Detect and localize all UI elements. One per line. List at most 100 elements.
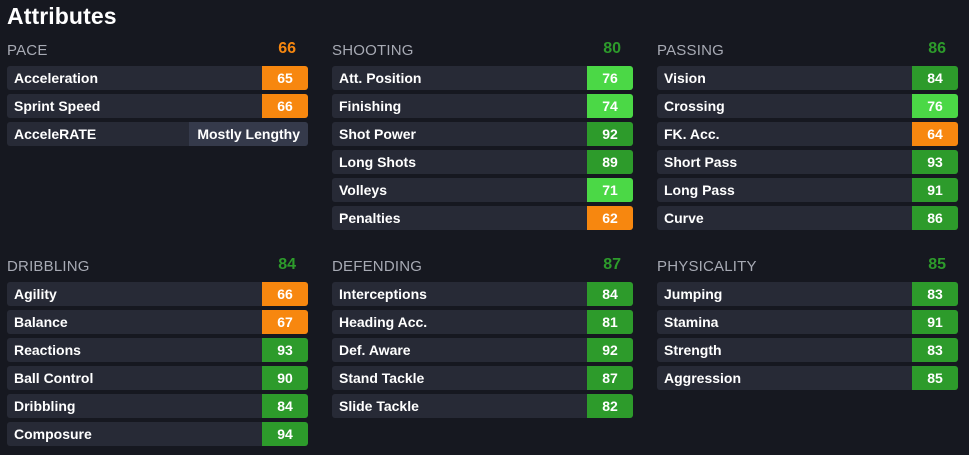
stat-row: Long Pass 91	[657, 178, 958, 202]
stat-value: 71	[587, 178, 633, 202]
stat-row: Reactions 93	[7, 338, 308, 362]
stat-row: Strength 83	[657, 338, 958, 362]
stat-value: 90	[262, 366, 308, 390]
stat-value: 87	[587, 366, 633, 390]
stat-label: Strength	[664, 342, 722, 358]
stat-label: Volleys	[339, 182, 387, 198]
stat-row: Volleys 71	[332, 178, 633, 202]
stat-value: 81	[587, 310, 633, 334]
stat-list: Agility 66 Balance 67 Reactions 93 Ball Contro…	[7, 282, 308, 446]
stat-row: Crossing 76	[657, 94, 958, 118]
stat-value: 91	[912, 178, 958, 202]
section-value: 66	[278, 40, 296, 57]
stat-value: 93	[912, 150, 958, 174]
stat-value: 89	[587, 150, 633, 174]
stat-label: Def. Aware	[339, 342, 411, 358]
stat-row: Aggression 85	[657, 366, 958, 390]
stat-label: Balance	[14, 314, 68, 330]
stat-value: 65	[262, 66, 308, 90]
section-header: SHOOTING 80	[332, 40, 633, 62]
stat-row: Dribbling 84	[7, 394, 308, 418]
stat-list: Vision 84 Crossing 76 FK. Acc. 64 Short Pass 93…	[657, 66, 958, 230]
stat-row: Stamina 91	[657, 310, 958, 334]
stat-label: Reactions	[14, 342, 81, 358]
stat-label: Shot Power	[339, 126, 417, 142]
stat-value: 64	[912, 122, 958, 146]
stat-value: 92	[587, 338, 633, 362]
section-value: 84	[278, 256, 296, 273]
section-value: 87	[603, 256, 621, 273]
section-header: PHYSICALITY 85	[657, 256, 958, 278]
section-name: SHOOTING	[332, 42, 414, 59]
stat-label: Sprint Speed	[14, 98, 101, 114]
stat-label: Dribbling	[14, 398, 76, 414]
stat-value: 84	[262, 394, 308, 418]
section-value: 85	[928, 256, 946, 273]
stat-value: 86	[912, 206, 958, 230]
section-name: PASSING	[657, 42, 724, 59]
stat-list: Jumping 83 Stamina 91 Strength 83 Aggression 85	[657, 282, 958, 390]
stat-value: 66	[262, 282, 308, 306]
stat-row: Curve 86	[657, 206, 958, 230]
stat-row: Att. Position 76	[332, 66, 633, 90]
section-header: PASSING 86	[657, 40, 958, 62]
stat-value: 84	[587, 282, 633, 306]
stat-value: 74	[587, 94, 633, 118]
stat-row: FK. Acc. 64	[657, 122, 958, 146]
stat-row: Balance 67	[7, 310, 308, 334]
stat-value: 66	[262, 94, 308, 118]
stat-label: AcceleRATE	[14, 126, 97, 142]
section-physicality: PHYSICALITY 85 Jumping 83 Stamina 91 Strengt…	[657, 256, 958, 394]
stat-row: Jumping 83	[657, 282, 958, 306]
stat-label: Composure	[14, 426, 92, 442]
stat-value: 85	[912, 366, 958, 390]
stat-value: 91	[912, 310, 958, 334]
section-name: PHYSICALITY	[657, 258, 757, 275]
page-title: Attributes	[7, 3, 117, 29]
stat-label: Long Shots	[339, 154, 416, 170]
stat-row: Agility 66	[7, 282, 308, 306]
stat-list: Acceleration 65 Sprint Speed 66 AcceleRATE Mo…	[7, 66, 308, 146]
stat-label: Att. Position	[339, 70, 422, 86]
stat-value: 93	[262, 338, 308, 362]
section-shooting: SHOOTING 80 Att. Position 76 Finishing 74 Sh…	[332, 40, 633, 234]
stat-row: Long Shots 89	[332, 150, 633, 174]
stat-label: Heading Acc.	[339, 314, 428, 330]
stat-row: Stand Tackle 87	[332, 366, 633, 390]
stat-label: Penalties	[339, 210, 401, 226]
section-passing: PASSING 86 Vision 84 Crossing 76 FK. Acc. 64 S…	[657, 40, 958, 234]
stat-label: Aggression	[664, 370, 742, 386]
stat-row: Vision 84	[657, 66, 958, 90]
stat-value: 62	[587, 206, 633, 230]
stat-row: Composure 94	[7, 422, 308, 446]
section-header: DRIBBLING 84	[7, 256, 308, 278]
stat-value: 92	[587, 122, 633, 146]
stat-row: Heading Acc. 81	[332, 310, 633, 334]
stat-label: Curve	[664, 210, 704, 226]
section-name: DEFENDING	[332, 258, 423, 275]
section-name: DRIBBLING	[7, 258, 90, 275]
stat-value: 76	[912, 94, 958, 118]
stat-label: Slide Tackle	[339, 398, 419, 414]
stat-label: Agility	[14, 286, 57, 302]
stat-label: Short Pass	[664, 154, 738, 170]
stat-label: Ball Control	[14, 370, 94, 386]
section-header: DEFENDING 87	[332, 256, 633, 278]
stat-value: 76	[587, 66, 633, 90]
section-value: 80	[603, 40, 621, 57]
section-dribbling: DRIBBLING 84 Agility 66 Balance 67 Reactions…	[7, 256, 308, 450]
stat-list: Interceptions 84 Heading Acc. 81 Def. Aware 9…	[332, 282, 633, 418]
stat-label: Stamina	[664, 314, 719, 330]
stat-label: FK. Acc.	[664, 126, 720, 142]
stat-label: Jumping	[664, 286, 723, 302]
stat-value: 84	[912, 66, 958, 90]
stat-row: Shot Power 92	[332, 122, 633, 146]
stat-row: Sprint Speed 66	[7, 94, 308, 118]
stat-value: 83	[912, 338, 958, 362]
stat-row: Def. Aware 92	[332, 338, 633, 362]
stat-value: 83	[912, 282, 958, 306]
stat-value: 67	[262, 310, 308, 334]
stat-row: Slide Tackle 82	[332, 394, 633, 418]
stat-list: Att. Position 76 Finishing 74 Shot Power 92 Lo…	[332, 66, 633, 230]
